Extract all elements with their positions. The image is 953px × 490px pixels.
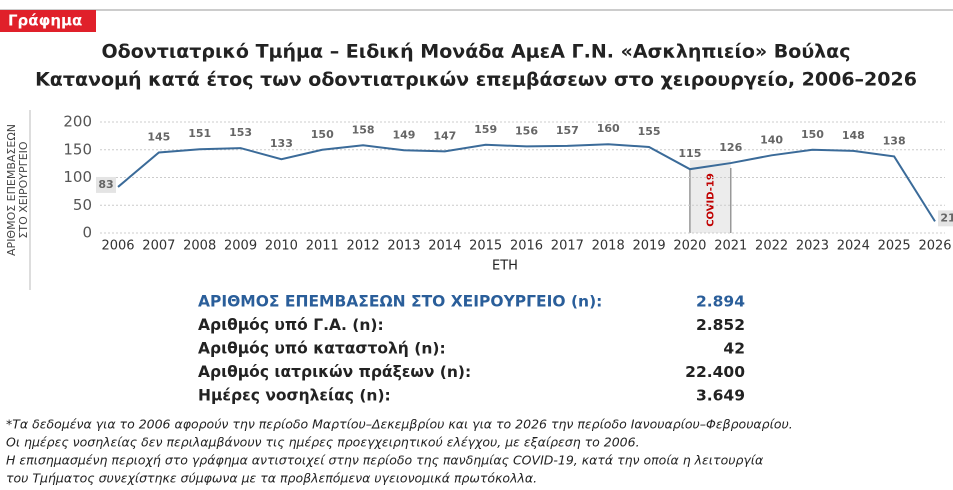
x-tick-label: 2016 [510, 239, 543, 254]
y-tick-label: 100 [63, 168, 92, 186]
x-tick-label: 2019 [633, 239, 666, 254]
data-label: 159 [474, 123, 497, 136]
y-tick-label: 50 [73, 196, 92, 214]
summary-value: 22.400 [685, 363, 745, 381]
x-label: ΕΤΗ [492, 259, 518, 274]
data-label: 153 [229, 126, 252, 139]
data-label: 150 [311, 128, 334, 141]
x-tick-label: 2025 [878, 239, 911, 254]
x-tick-label: 2013 [387, 239, 420, 254]
x-tick-label: 2012 [347, 239, 380, 254]
data-label: 158 [352, 123, 375, 136]
x-tick-label: 2021 [714, 239, 747, 254]
data-label: 145 [147, 131, 170, 144]
data-label: 138 [883, 134, 906, 147]
x-tick-label: 2023 [796, 239, 829, 254]
data-label: 133 [270, 137, 293, 150]
summary-label: Αριθμός υπό Γ.Α. (n): [198, 316, 384, 334]
data-line [117, 143, 936, 222]
summary-label: Αριθμός υπό καταστολή (n): [198, 340, 446, 358]
x-tick-label: 2018 [592, 239, 625, 254]
data-label: 21 [940, 211, 953, 224]
data-label: 149 [392, 128, 415, 141]
data-label: 140 [760, 133, 783, 146]
x-tick-label: 2006 [101, 239, 134, 254]
data-label: 160 [597, 122, 620, 135]
summary-label: Ημέρες νοσηλείας (n): [198, 387, 391, 405]
data-label: 147 [433, 129, 456, 142]
x-tick-label: 2014 [428, 239, 461, 254]
y-label: ΣΤΟ ΧΕΙΡΟΥΡΓΕΙΟ [17, 141, 30, 239]
x-tick-label: 2024 [837, 239, 870, 254]
note: του Τμήματος συνεχίστηκε σύμφωνα με τα π… [6, 471, 537, 486]
chart-title: Οδοντιατρικό Τμήμα – Ειδική Μονάδα ΑμεΑ … [102, 41, 851, 63]
note: Η επισημασμένη περιοχή στο γράφημα αντισ… [6, 453, 764, 468]
y-tick-label: 150 [63, 140, 92, 158]
data-label: 151 [188, 127, 211, 140]
note: *Τα δεδομένα για το 2006 αφορούν την περ… [6, 417, 793, 432]
badge: Γράφημα [8, 12, 82, 30]
y-label: ΑΡΙΘΜΟΣ ΕΠΕΜΒΑΣΕΩΝ [5, 124, 18, 256]
note: Οι ημέρες νοσηλείας δεν περιλαμβάνουν τι… [6, 435, 640, 450]
data-label: 83 [98, 178, 113, 191]
x-tick-label: 2007 [142, 239, 175, 254]
summary-value: 2.894 [696, 293, 745, 311]
x-tick-label: 2011 [306, 239, 339, 254]
data-label: 156 [515, 124, 538, 137]
x-tick-label: 2022 [755, 239, 788, 254]
x-tick-label: 2015 [469, 239, 502, 254]
data-label: 148 [842, 129, 865, 142]
x-tick-label: 2020 [673, 239, 706, 254]
covid-label: COVID-19 [705, 173, 716, 227]
data-label: 155 [638, 125, 661, 138]
summary-value: 42 [723, 340, 745, 358]
y-tick-label: 0 [82, 224, 92, 242]
data-label: 115 [678, 147, 701, 160]
summary-label: Αριθμός ιατρικών πράξεων (n): [198, 363, 471, 381]
badge-bg [0, 10, 96, 32]
x-tick-label: 2026 [918, 239, 951, 254]
data-label: 126 [719, 141, 742, 154]
x-tick-label: 2008 [183, 239, 216, 254]
covid-band [689, 160, 731, 233]
chart-subtitle: Κατανομή κατά έτος των οδοντιατρικών επε… [35, 69, 917, 91]
label-box [96, 176, 116, 193]
x-tick-label: 2010 [265, 239, 298, 254]
data-label: 150 [801, 128, 824, 141]
x-tick-label: 2017 [551, 239, 584, 254]
summary-value: 3.649 [696, 387, 745, 405]
data-label: 157 [556, 124, 579, 137]
label-box [938, 210, 953, 227]
summary-value: 2.852 [696, 316, 745, 334]
summary-label: ΑΡΙΘΜΟΣ ΕΠΕΜΒΑΣΕΩΝ ΣΤΟ ΧΕΙΡΟΥΡΓΕΙΟ (n): [198, 293, 602, 311]
y-tick-label: 200 [63, 113, 92, 131]
x-tick-label: 2009 [224, 239, 257, 254]
